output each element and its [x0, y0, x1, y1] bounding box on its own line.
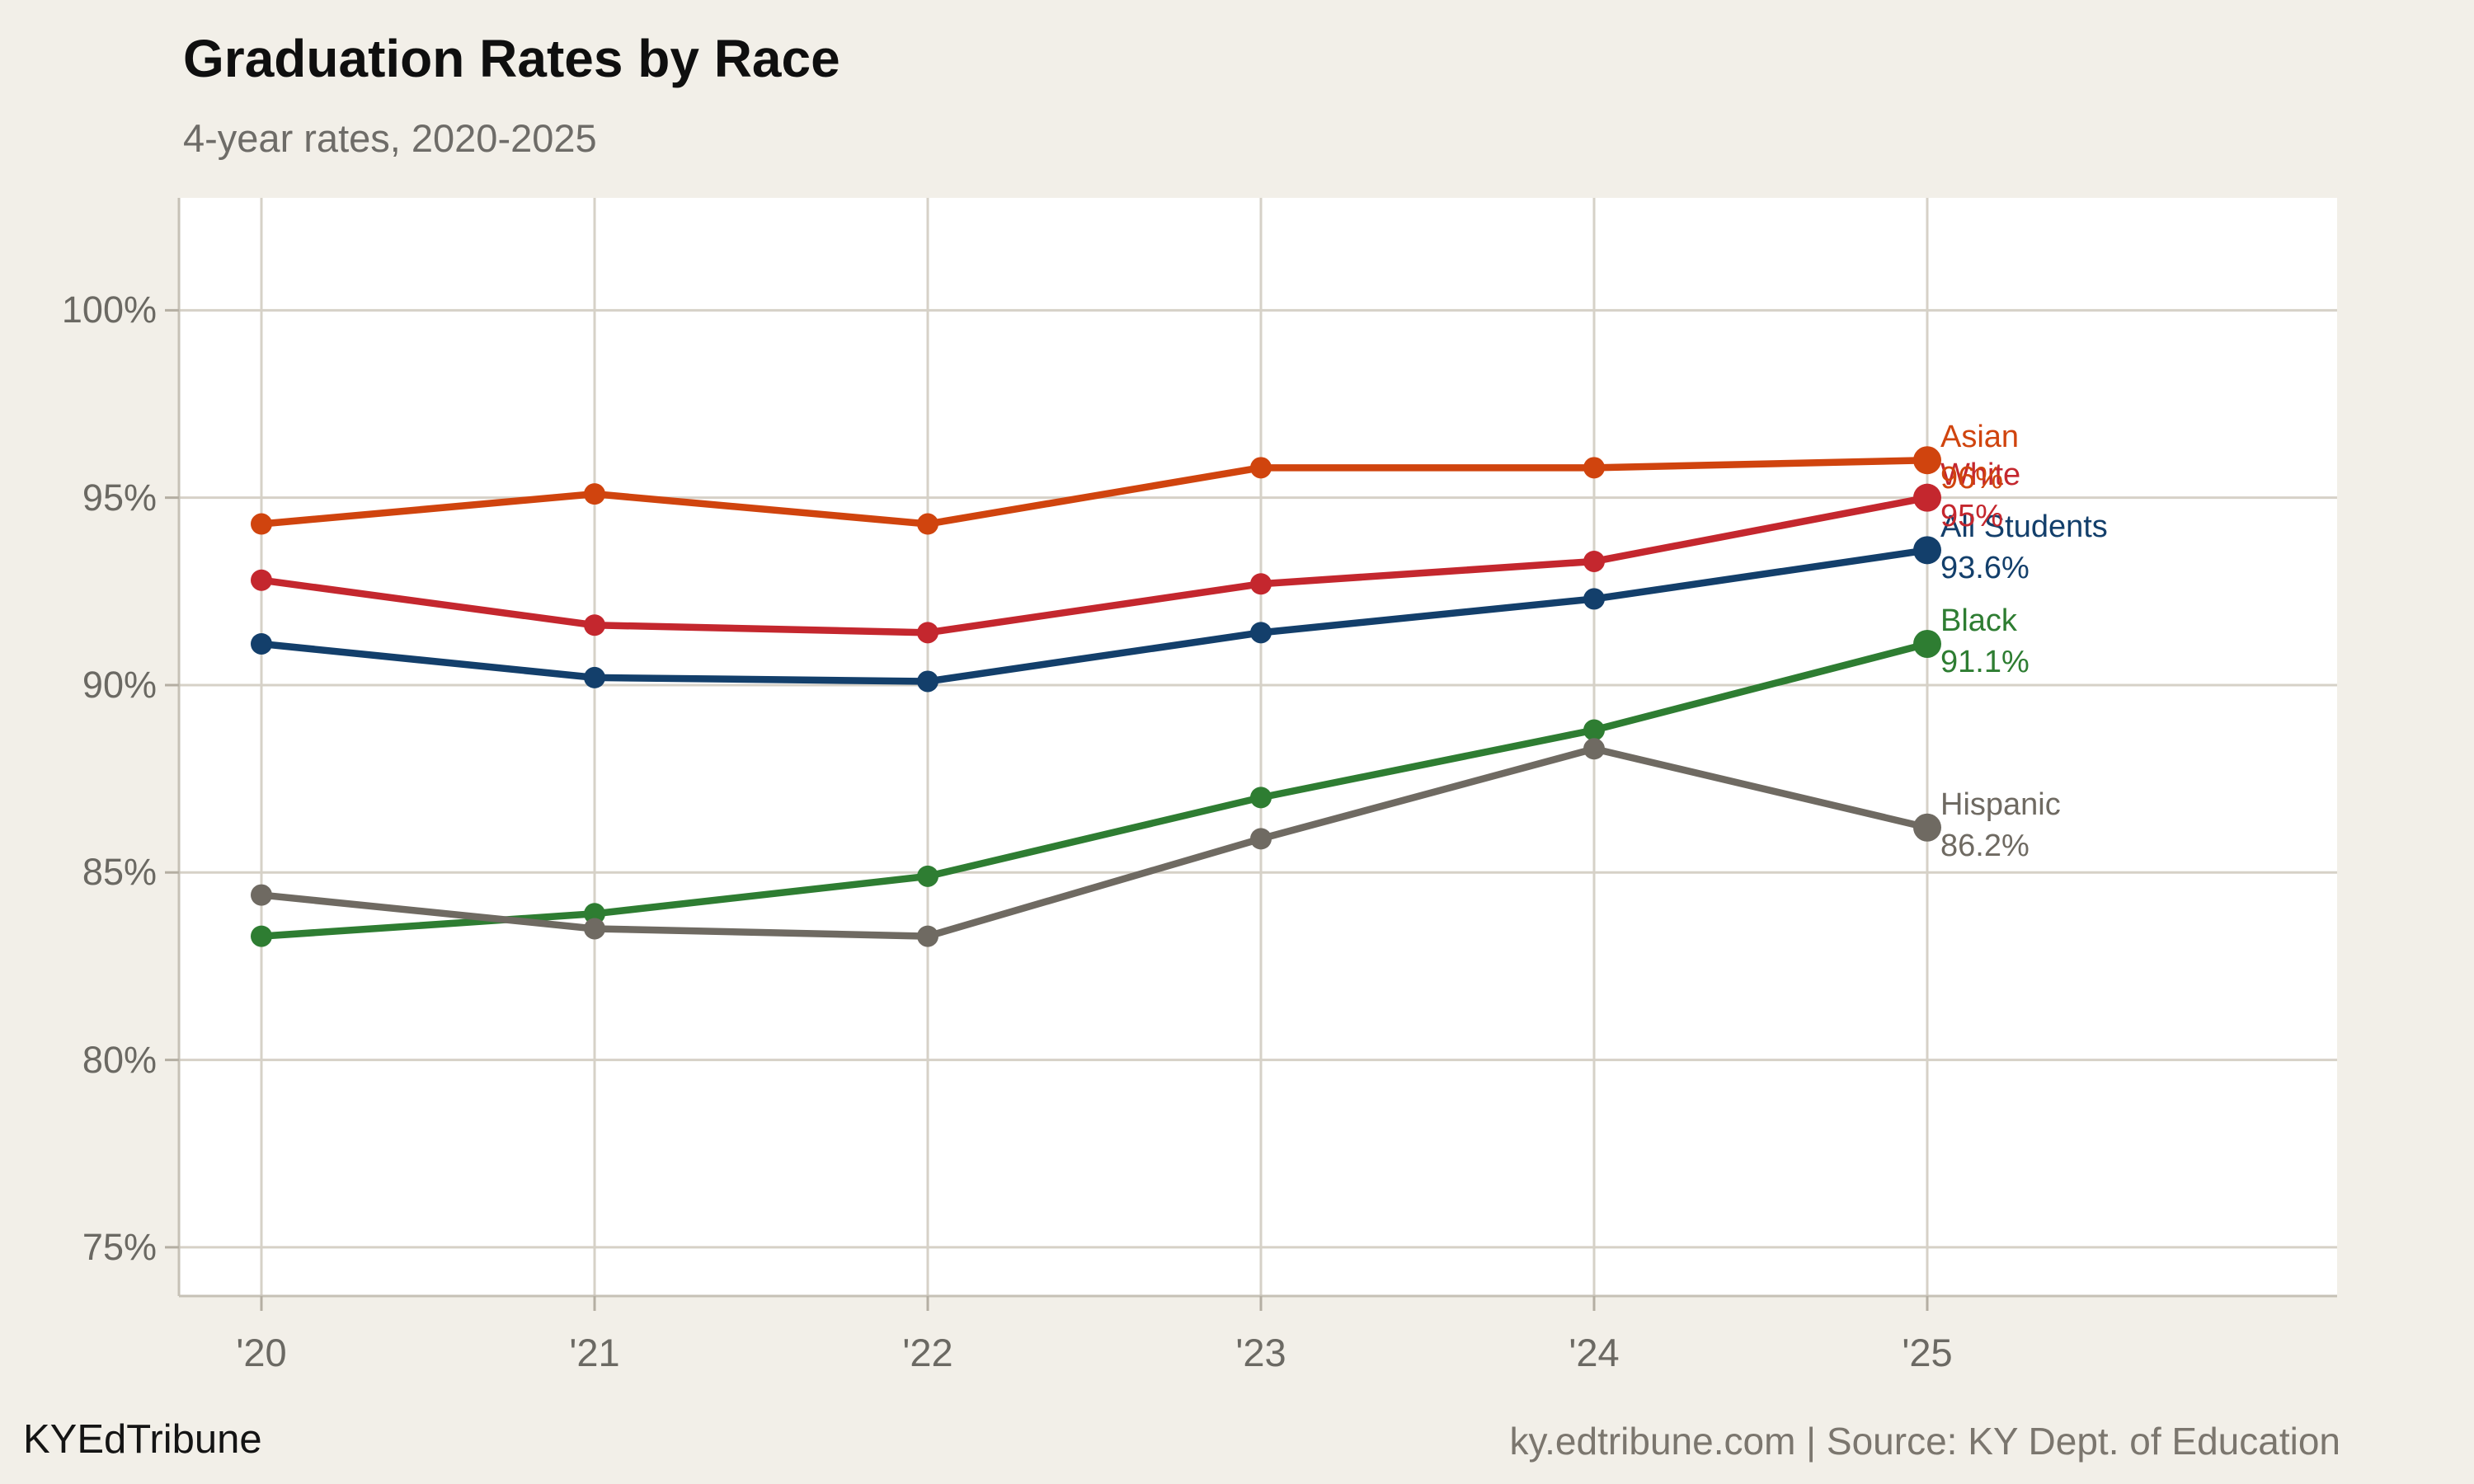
data-point-white	[1913, 483, 1941, 512]
y-axis-label: 85%	[82, 851, 157, 894]
data-point-hispanic	[1913, 813, 1941, 842]
data-point-black	[917, 865, 938, 887]
data-point-hispanic	[917, 925, 938, 947]
y-axis-label: 75%	[82, 1225, 157, 1268]
x-axis-label: '20	[236, 1331, 287, 1374]
series-name-label: White	[1940, 457, 2021, 492]
data-point-hispanic	[584, 918, 605, 940]
data-point-asian	[1913, 446, 1941, 475]
y-axis-label: 100%	[61, 289, 157, 331]
data-point-white	[1250, 573, 1272, 595]
series-line-asian	[257, 456, 1931, 528]
data-point-hispanic	[1583, 738, 1605, 760]
data-point-asian	[1250, 457, 1272, 479]
x-axis-label: '23	[1235, 1331, 1286, 1374]
x-axis-label: '24	[1569, 1331, 1620, 1374]
data-point-all-students	[1583, 588, 1605, 610]
series-line-all-students	[257, 547, 1931, 685]
data-point-black	[1250, 787, 1272, 809]
y-axis-label: 80%	[82, 1038, 157, 1081]
brand-footer: KYEdTribune	[23, 1417, 262, 1462]
chart-subtitle: 4-year rates, 2020-2025	[183, 116, 597, 160]
series-name-label: Asian	[1940, 420, 2020, 455]
data-point-black	[1583, 719, 1605, 741]
x-axis-label: '22	[902, 1331, 953, 1374]
series-value-label: 86.2%	[1940, 828, 2030, 863]
series-line-hispanic	[257, 745, 1931, 940]
series-value-label: 96%	[1940, 461, 2004, 496]
data-point-black	[1913, 629, 1941, 658]
chart-title: Graduation Rates by Race	[183, 29, 840, 88]
data-point-asian	[1583, 457, 1605, 479]
x-axis-label: '25	[1902, 1331, 1953, 1374]
series-value-label: 95%	[1940, 498, 2004, 533]
series-name-label: Black	[1940, 603, 2017, 638]
plot-area	[179, 198, 2337, 1296]
data-point-all-students	[1250, 622, 1272, 644]
data-point-white	[1583, 550, 1605, 572]
series-value-label: 91.1%	[1940, 644, 2030, 679]
series-name-label: All Students	[1940, 510, 2108, 545]
data-point-all-students	[251, 632, 272, 655]
series-value-label: 93.6%	[1940, 551, 2030, 586]
data-point-asian	[917, 513, 938, 535]
data-point-hispanic	[1250, 828, 1272, 850]
data-point-white	[917, 622, 938, 644]
data-point-all-students	[1913, 536, 1941, 565]
series-line-black	[257, 640, 1931, 940]
series-line-white	[257, 494, 1931, 636]
data-point-white	[584, 614, 605, 636]
data-point-black	[251, 925, 272, 947]
y-axis-label: 90%	[82, 663, 157, 706]
source-footer: ky.edtribune.com | Source: KY Dept. of E…	[1509, 1420, 2340, 1463]
data-point-all-students	[584, 666, 605, 688]
data-point-asian	[584, 483, 605, 505]
data-point-white	[251, 569, 272, 591]
x-axis-label: '21	[569, 1331, 620, 1374]
data-point-all-students	[917, 670, 938, 693]
data-point-hispanic	[251, 884, 272, 906]
data-point-black	[584, 903, 605, 925]
data-point-asian	[251, 513, 272, 535]
series-name-label: Hispanic	[1940, 787, 2061, 822]
y-axis-label: 95%	[82, 476, 157, 519]
